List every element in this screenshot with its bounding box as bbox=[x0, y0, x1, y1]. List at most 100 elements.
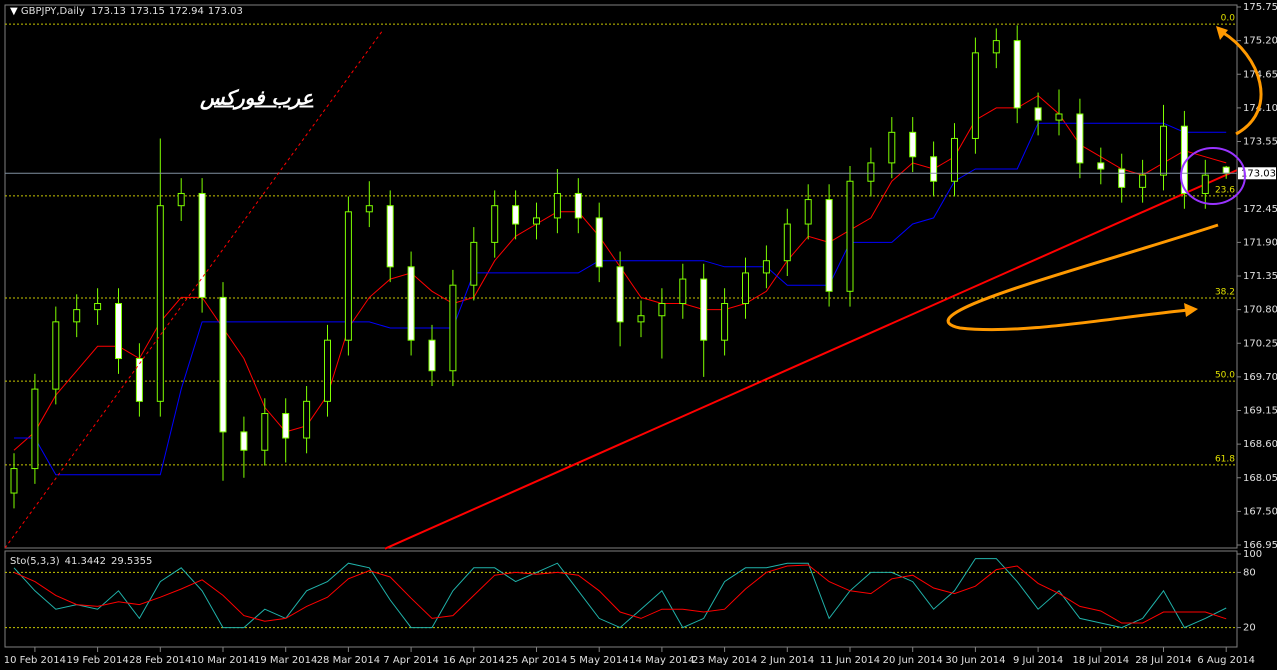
stoch-tick-label: 80 bbox=[1243, 567, 1256, 578]
x-tick-label: 9 Jul 2014 bbox=[1013, 655, 1063, 666]
signal-value: 29.5355 bbox=[111, 556, 152, 567]
candle-body bbox=[909, 131, 917, 158]
candle-body bbox=[303, 400, 311, 439]
close: 173.03 bbox=[208, 6, 243, 17]
candle-body bbox=[721, 303, 729, 341]
header: ▼ GBPJPY,Daily 173.13 173.15 172.94 173.03 bbox=[10, 6, 243, 17]
candle-body bbox=[428, 339, 436, 372]
x-tick-label: 28 Feb 2014 bbox=[129, 655, 191, 666]
price-label: 173.03 bbox=[1241, 168, 1276, 179]
y-tick-label: 168.60 bbox=[1243, 439, 1277, 450]
candle-body bbox=[386, 205, 394, 268]
sub-panel bbox=[4, 550, 1238, 648]
stoch-signal bbox=[13, 564, 1227, 624]
x-tick-label: 23 May 2014 bbox=[692, 655, 757, 666]
fib-label: 61.8 bbox=[1215, 454, 1235, 464]
candle-body bbox=[951, 137, 958, 182]
candle-body bbox=[198, 192, 206, 298]
x-tick-label: 28 Jul 2014 bbox=[1135, 655, 1192, 666]
candle-body bbox=[658, 303, 666, 317]
y-tick-label: 173.55 bbox=[1243, 137, 1277, 148]
candle-body bbox=[344, 211, 352, 341]
candle-body bbox=[177, 192, 185, 207]
y-tick-label: 172.45 bbox=[1243, 204, 1277, 215]
candle-body bbox=[616, 266, 624, 323]
candle-body bbox=[846, 180, 854, 292]
stoch-tick-label: 20 bbox=[1243, 623, 1256, 634]
candle-body bbox=[1013, 40, 1021, 109]
candle-body bbox=[94, 303, 102, 311]
candle-body bbox=[1097, 162, 1105, 170]
candle-body bbox=[574, 192, 582, 219]
fib-label: 38.2 bbox=[1215, 288, 1235, 298]
candle-body bbox=[156, 205, 164, 402]
x-tick-label: 19 Mar 2014 bbox=[254, 655, 317, 666]
y-tick-label: 170.25 bbox=[1243, 338, 1277, 349]
arrowhead bbox=[1184, 303, 1198, 317]
y-tick-label: 170.80 bbox=[1243, 305, 1277, 316]
stoch-main bbox=[13, 558, 1227, 629]
stoch-tick-label: 100 bbox=[1243, 549, 1262, 560]
candle-body bbox=[1139, 174, 1147, 188]
candle-body bbox=[10, 468, 18, 494]
y-tick-label: 175.20 bbox=[1243, 36, 1277, 47]
candle-body bbox=[742, 272, 749, 305]
x-tick-label: 30 Jun 2014 bbox=[945, 655, 1005, 666]
fib-label: 0.0 bbox=[1221, 14, 1236, 24]
candle-body bbox=[115, 303, 122, 360]
plot-layer: 175.75175.20174.65174.10173.55172.45171.… bbox=[4, 2, 1277, 666]
x-tick-label: 18 Jul 2014 bbox=[1072, 655, 1129, 666]
y-tick-label: 168.05 bbox=[1243, 473, 1277, 484]
main-value: 41.3442 bbox=[65, 556, 106, 567]
symbol: GBPJPY,Daily bbox=[21, 6, 85, 17]
x-tick-label: 10 Feb 2014 bbox=[4, 655, 66, 666]
x-tick-label: 11 Jun 2014 bbox=[820, 655, 880, 666]
indicator-name: Sto(5,3,3) bbox=[10, 556, 60, 567]
candle-body bbox=[470, 241, 478, 286]
y-tick-label: 175.75 bbox=[1243, 2, 1277, 13]
candle-body bbox=[992, 40, 1000, 54]
fib-guide bbox=[4, 29, 384, 549]
y-tick-label: 169.70 bbox=[1243, 372, 1277, 383]
candle-body bbox=[135, 358, 143, 402]
candle-body bbox=[637, 315, 645, 323]
candle-body bbox=[512, 205, 520, 225]
y-tick-label: 167.50 bbox=[1243, 506, 1277, 517]
candle-body bbox=[533, 217, 540, 225]
candle-body bbox=[31, 388, 39, 470]
x-tick-label: 14 May 2014 bbox=[629, 655, 694, 666]
candle-body bbox=[491, 205, 499, 243]
x-tick-label: 25 Apr 2014 bbox=[506, 655, 568, 666]
x-tick-label: 19 Feb 2014 bbox=[66, 655, 128, 666]
x-tick-label: 5 May 2014 bbox=[570, 655, 629, 666]
trendline bbox=[384, 169, 1238, 550]
candle-body bbox=[365, 205, 373, 213]
watermark: عرب فوركس bbox=[199, 86, 313, 111]
high: 173.15 bbox=[130, 6, 165, 17]
y-tick-label: 171.35 bbox=[1243, 271, 1277, 282]
candle-body bbox=[762, 260, 770, 274]
price-box bbox=[1238, 167, 1276, 180]
candle-body bbox=[282, 413, 290, 439]
arrowhead bbox=[1216, 26, 1228, 40]
y-tick-label: 171.90 bbox=[1243, 237, 1277, 248]
x-tick-label: 20 Jun 2014 bbox=[883, 655, 943, 666]
candle-body bbox=[1118, 168, 1126, 188]
candle-body bbox=[73, 309, 81, 323]
candle-body bbox=[825, 199, 833, 292]
highlight-circle bbox=[1180, 147, 1246, 205]
x-tick-label: 16 Apr 2014 bbox=[443, 655, 505, 666]
candle-body bbox=[219, 296, 227, 433]
fib-label: 50.0 bbox=[1215, 371, 1235, 381]
y-tick-label: 174.65 bbox=[1243, 69, 1277, 80]
candle-body bbox=[1076, 113, 1084, 164]
candle-body bbox=[679, 278, 687, 305]
candle-body bbox=[52, 321, 60, 390]
y-tick-label: 166.95 bbox=[1243, 540, 1277, 551]
sub-header: Sto(5,3,3) 41.3442 29.5355 bbox=[10, 556, 152, 567]
y-tick-label: 169.15 bbox=[1243, 406, 1277, 417]
candle-body bbox=[240, 431, 248, 451]
x-tick-label: 2 Jun 2014 bbox=[760, 655, 814, 666]
